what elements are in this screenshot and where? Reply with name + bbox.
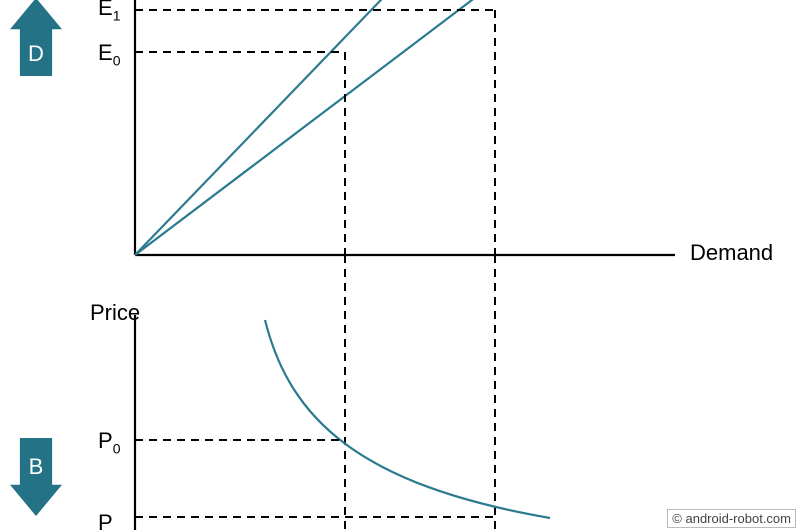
label-e0: E0: [98, 40, 120, 68]
diagram-canvas: E1 E0 Demand Price P0 P D B © android-ro…: [0, 0, 800, 530]
label-p1-text: P: [98, 510, 113, 530]
label-price: Price: [90, 300, 140, 326]
watermark-text: © android-robot.com: [667, 509, 796, 528]
arrow-down-letter: B: [16, 454, 56, 480]
label-p0-sub: 0: [113, 440, 121, 456]
label-e1-text: E: [98, 0, 113, 20]
label-e1: E1: [98, 0, 120, 23]
label-p1: P: [98, 510, 113, 530]
label-e0-text: E: [98, 40, 113, 65]
label-e1-sub: 1: [113, 7, 121, 23]
arrow-up-letter: D: [16, 41, 56, 67]
label-e0-sub: 0: [113, 52, 121, 68]
label-p0-text: P: [98, 428, 113, 453]
label-p0: P0: [98, 428, 120, 456]
demand-curve: [265, 320, 550, 518]
top-line-1: [135, 0, 505, 255]
top-line-2: [135, 0, 405, 255]
label-demand: Demand: [690, 240, 773, 266]
